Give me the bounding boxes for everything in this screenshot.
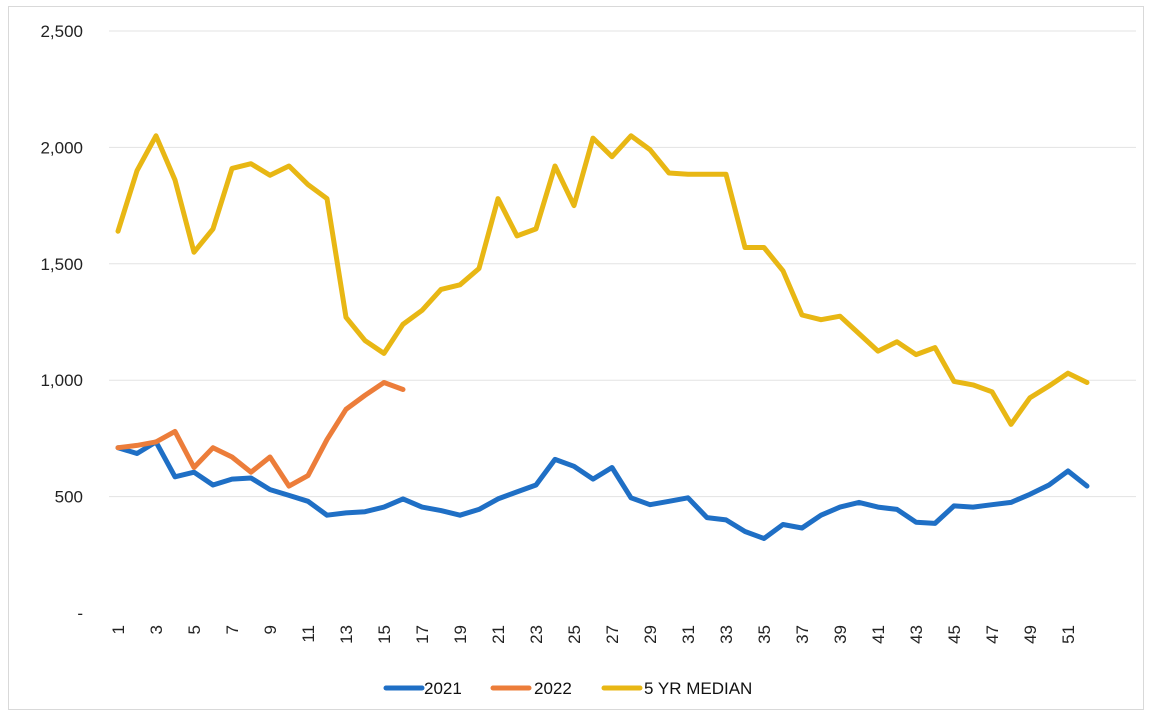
series-lines xyxy=(115,133,1090,541)
x-tick-label: 37 xyxy=(793,625,812,644)
legend-label: 5 YR MEDIAN xyxy=(644,679,752,698)
series-line-2021 xyxy=(115,439,1090,541)
x-tick-label: 11 xyxy=(299,625,318,643)
x-tick-label: 3 xyxy=(147,625,166,634)
y-tick-label: 500 xyxy=(55,488,83,507)
x-tick-label: 47 xyxy=(983,625,1002,644)
x-tick-label: 17 xyxy=(413,625,432,644)
x-tick-label: 33 xyxy=(717,625,736,644)
x-tick-label: 21 xyxy=(489,625,508,644)
x-tick-label: 15 xyxy=(375,625,394,644)
x-tick-label: 31 xyxy=(679,625,698,644)
legend: 2021 2022 5 YR MEDIAN xyxy=(383,679,752,698)
x-tick-label: 1 xyxy=(109,625,128,634)
y-tick-label: 1,500 xyxy=(40,255,83,274)
y-tick-label: 2,500 xyxy=(40,22,83,41)
x-tick-label: 7 xyxy=(223,625,242,634)
x-tick-label: 43 xyxy=(907,625,926,644)
x-tick-label: 45 xyxy=(945,625,964,644)
x-tick-label: 19 xyxy=(451,625,470,644)
series-line-5-yr-median xyxy=(115,133,1090,427)
x-tick-label: 49 xyxy=(1021,625,1040,644)
legend-label: 2021 xyxy=(424,679,462,698)
x-tick-label: 27 xyxy=(603,625,622,644)
x-tick-label: 5 xyxy=(185,625,204,634)
x-tick-label: 13 xyxy=(337,625,356,644)
y-tick-label: - xyxy=(77,604,83,623)
x-tick-label: 23 xyxy=(527,625,546,644)
y-tick-label: 1,000 xyxy=(40,371,83,390)
y-tick-label: 2,000 xyxy=(40,138,83,157)
x-tick-label: 9 xyxy=(261,625,280,634)
x-tick-label: 29 xyxy=(641,625,660,644)
series-line-2022 xyxy=(115,380,406,489)
x-tick-label: 25 xyxy=(565,625,584,644)
x-tick-label: 41 xyxy=(869,625,888,644)
x-tick-label: 39 xyxy=(831,625,850,644)
y-axis-tick-labels: - 500 1,000 1,500 2,000 2,500 xyxy=(40,22,83,623)
x-tick-label: 51 xyxy=(1059,625,1078,644)
legend-label: 2022 xyxy=(534,679,572,698)
x-tick-label: 35 xyxy=(755,625,774,644)
gridlines xyxy=(109,30,1136,498)
x-axis-tick-labels: 1 3 5 7 9 11 13 15 17 19 21 23 25 27 29 31 33 35 37 39 41 43 4… xyxy=(109,625,1078,644)
chart-frame xyxy=(8,6,1144,710)
